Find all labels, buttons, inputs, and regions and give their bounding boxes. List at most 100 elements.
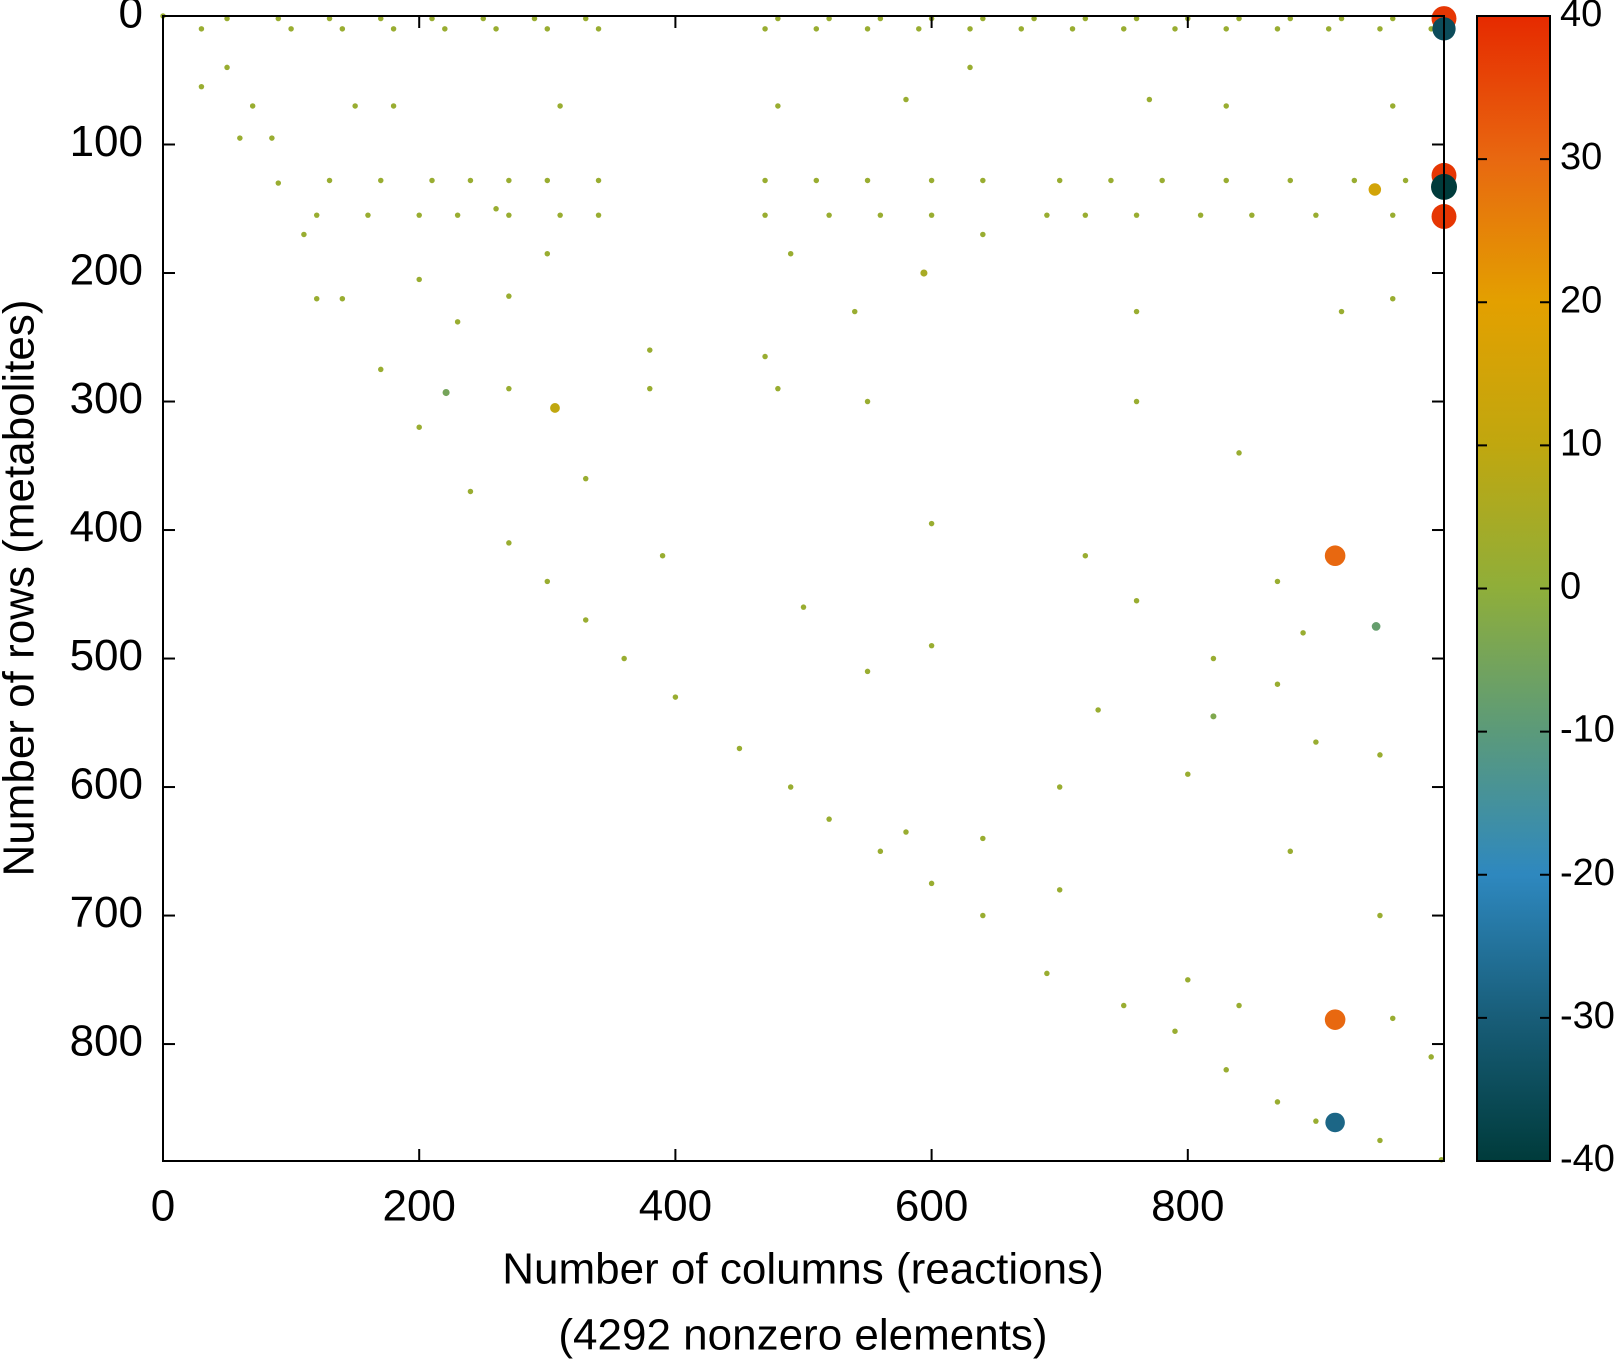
nonzero-element — [1313, 1118, 1319, 1124]
nonzero-element — [1368, 183, 1382, 196]
nonzero-element — [1313, 739, 1319, 745]
y-tick-label: 300 — [70, 374, 143, 423]
nonzero-element — [1133, 308, 1140, 315]
nonzero-element — [864, 668, 871, 675]
nonzero-element — [980, 231, 986, 238]
nonzero-element — [928, 520, 935, 527]
colorbar-tick-label: -30 — [1560, 995, 1615, 1037]
nonzero-element — [1325, 1112, 1345, 1133]
nonzero-element — [416, 424, 422, 430]
nonzero-element — [544, 26, 551, 32]
y-tick-label: 700 — [70, 888, 143, 937]
nonzero-element — [582, 617, 589, 623]
colorbar-tick-label: 20 — [1560, 279, 1602, 321]
nonzero-element — [1082, 552, 1089, 559]
nonzero-element — [1325, 26, 1332, 32]
nonzero-element — [506, 385, 512, 392]
nonzero-element — [1324, 545, 1346, 567]
nonzero-element — [762, 26, 768, 32]
nonzero-element — [1082, 212, 1089, 218]
nonzero-element — [313, 295, 320, 302]
nonzero-element — [269, 135, 275, 141]
nonzero-element — [980, 912, 986, 919]
nonzero-element — [1274, 26, 1281, 32]
nonzero-element — [595, 26, 602, 32]
nonzero-element — [826, 15, 832, 22]
nonzero-element — [550, 403, 560, 413]
y-tick-label: 200 — [70, 246, 143, 295]
nonzero-element — [224, 15, 230, 22]
y-tick-label: 800 — [70, 1017, 143, 1066]
nonzero-element — [967, 26, 973, 32]
nonzero-element — [864, 398, 871, 405]
nonzero-element — [224, 64, 230, 71]
nonzero-element — [442, 388, 450, 397]
nonzero-element — [198, 83, 205, 90]
nonzero-element — [493, 206, 499, 212]
nonzero-element — [1133, 212, 1140, 218]
y-axis-label: Number of rows (metabolites) — [0, 299, 44, 876]
nonzero-element — [1287, 177, 1294, 184]
nonzero-element — [595, 212, 602, 218]
nonzero-element — [916, 26, 922, 32]
nonzero-element — [928, 212, 935, 218]
x-tick-label: 200 — [382, 1182, 455, 1231]
nonzero-element — [531, 15, 538, 22]
y-tick-label: 0 — [119, 0, 143, 38]
nonzero-element — [928, 177, 935, 184]
x-tick-label: 0 — [151, 1182, 175, 1231]
nonzero-element — [1377, 912, 1383, 919]
nonzero-element — [1197, 212, 1204, 218]
nonzero-element — [1121, 26, 1127, 32]
nonzero-element — [493, 26, 499, 32]
nonzero-element — [1056, 784, 1063, 790]
nonzero-element — [237, 135, 243, 141]
nonzero-element — [416, 276, 422, 283]
nonzero-element — [1133, 597, 1140, 604]
nonzero-element — [647, 347, 653, 353]
nonzero-element — [826, 816, 832, 822]
nonzero-element — [621, 655, 627, 662]
nonzero-element — [1287, 848, 1294, 855]
nonzero-element — [557, 212, 563, 218]
nonzero-element — [903, 96, 909, 103]
plot-area — [160, 6, 1457, 1163]
x-tick-label: 400 — [639, 1182, 712, 1231]
nonzero-element — [762, 212, 768, 218]
nonzero-element — [275, 180, 282, 186]
x-axis-sublabel: (4292 nonzero elements) — [558, 1311, 1047, 1360]
nonzero-element — [775, 15, 781, 22]
nonzero-element — [390, 103, 397, 109]
colorbar-tick-label: 10 — [1560, 422, 1602, 464]
nonzero-element — [544, 177, 551, 184]
nonzero-element — [1287, 15, 1294, 22]
nonzero-element — [787, 250, 794, 257]
y-tick-label: 400 — [70, 503, 143, 552]
x-tick-label: 800 — [1151, 1182, 1224, 1231]
nonzero-element — [506, 177, 512, 184]
nonzero-element — [1056, 887, 1063, 893]
nonzero-element — [762, 177, 768, 184]
nonzero-element — [1172, 1028, 1178, 1034]
nonzero-element — [1236, 450, 1242, 456]
nonzero-element — [378, 15, 384, 22]
nonzero-element — [1223, 1067, 1229, 1073]
colorbar-tick-label: -10 — [1560, 709, 1615, 751]
nonzero-element — [1056, 177, 1063, 184]
nonzero-element — [928, 642, 935, 649]
nonzero-element — [1402, 177, 1409, 184]
colorbar — [1476, 15, 1551, 1162]
x-tick-label: 600 — [895, 1182, 968, 1231]
nonzero-element — [365, 212, 371, 218]
nonzero-element — [877, 848, 884, 855]
nonzero-element — [775, 385, 781, 392]
nonzero-element — [506, 293, 512, 299]
nonzero-element — [339, 295, 346, 302]
nonzero-element — [852, 308, 858, 315]
nonzero-element — [980, 177, 986, 184]
nonzero-element — [672, 694, 679, 700]
nonzero-element — [928, 880, 935, 887]
nonzero-element — [1390, 15, 1396, 22]
nonzero-element — [877, 15, 884, 22]
nonzero-element — [1172, 26, 1178, 32]
